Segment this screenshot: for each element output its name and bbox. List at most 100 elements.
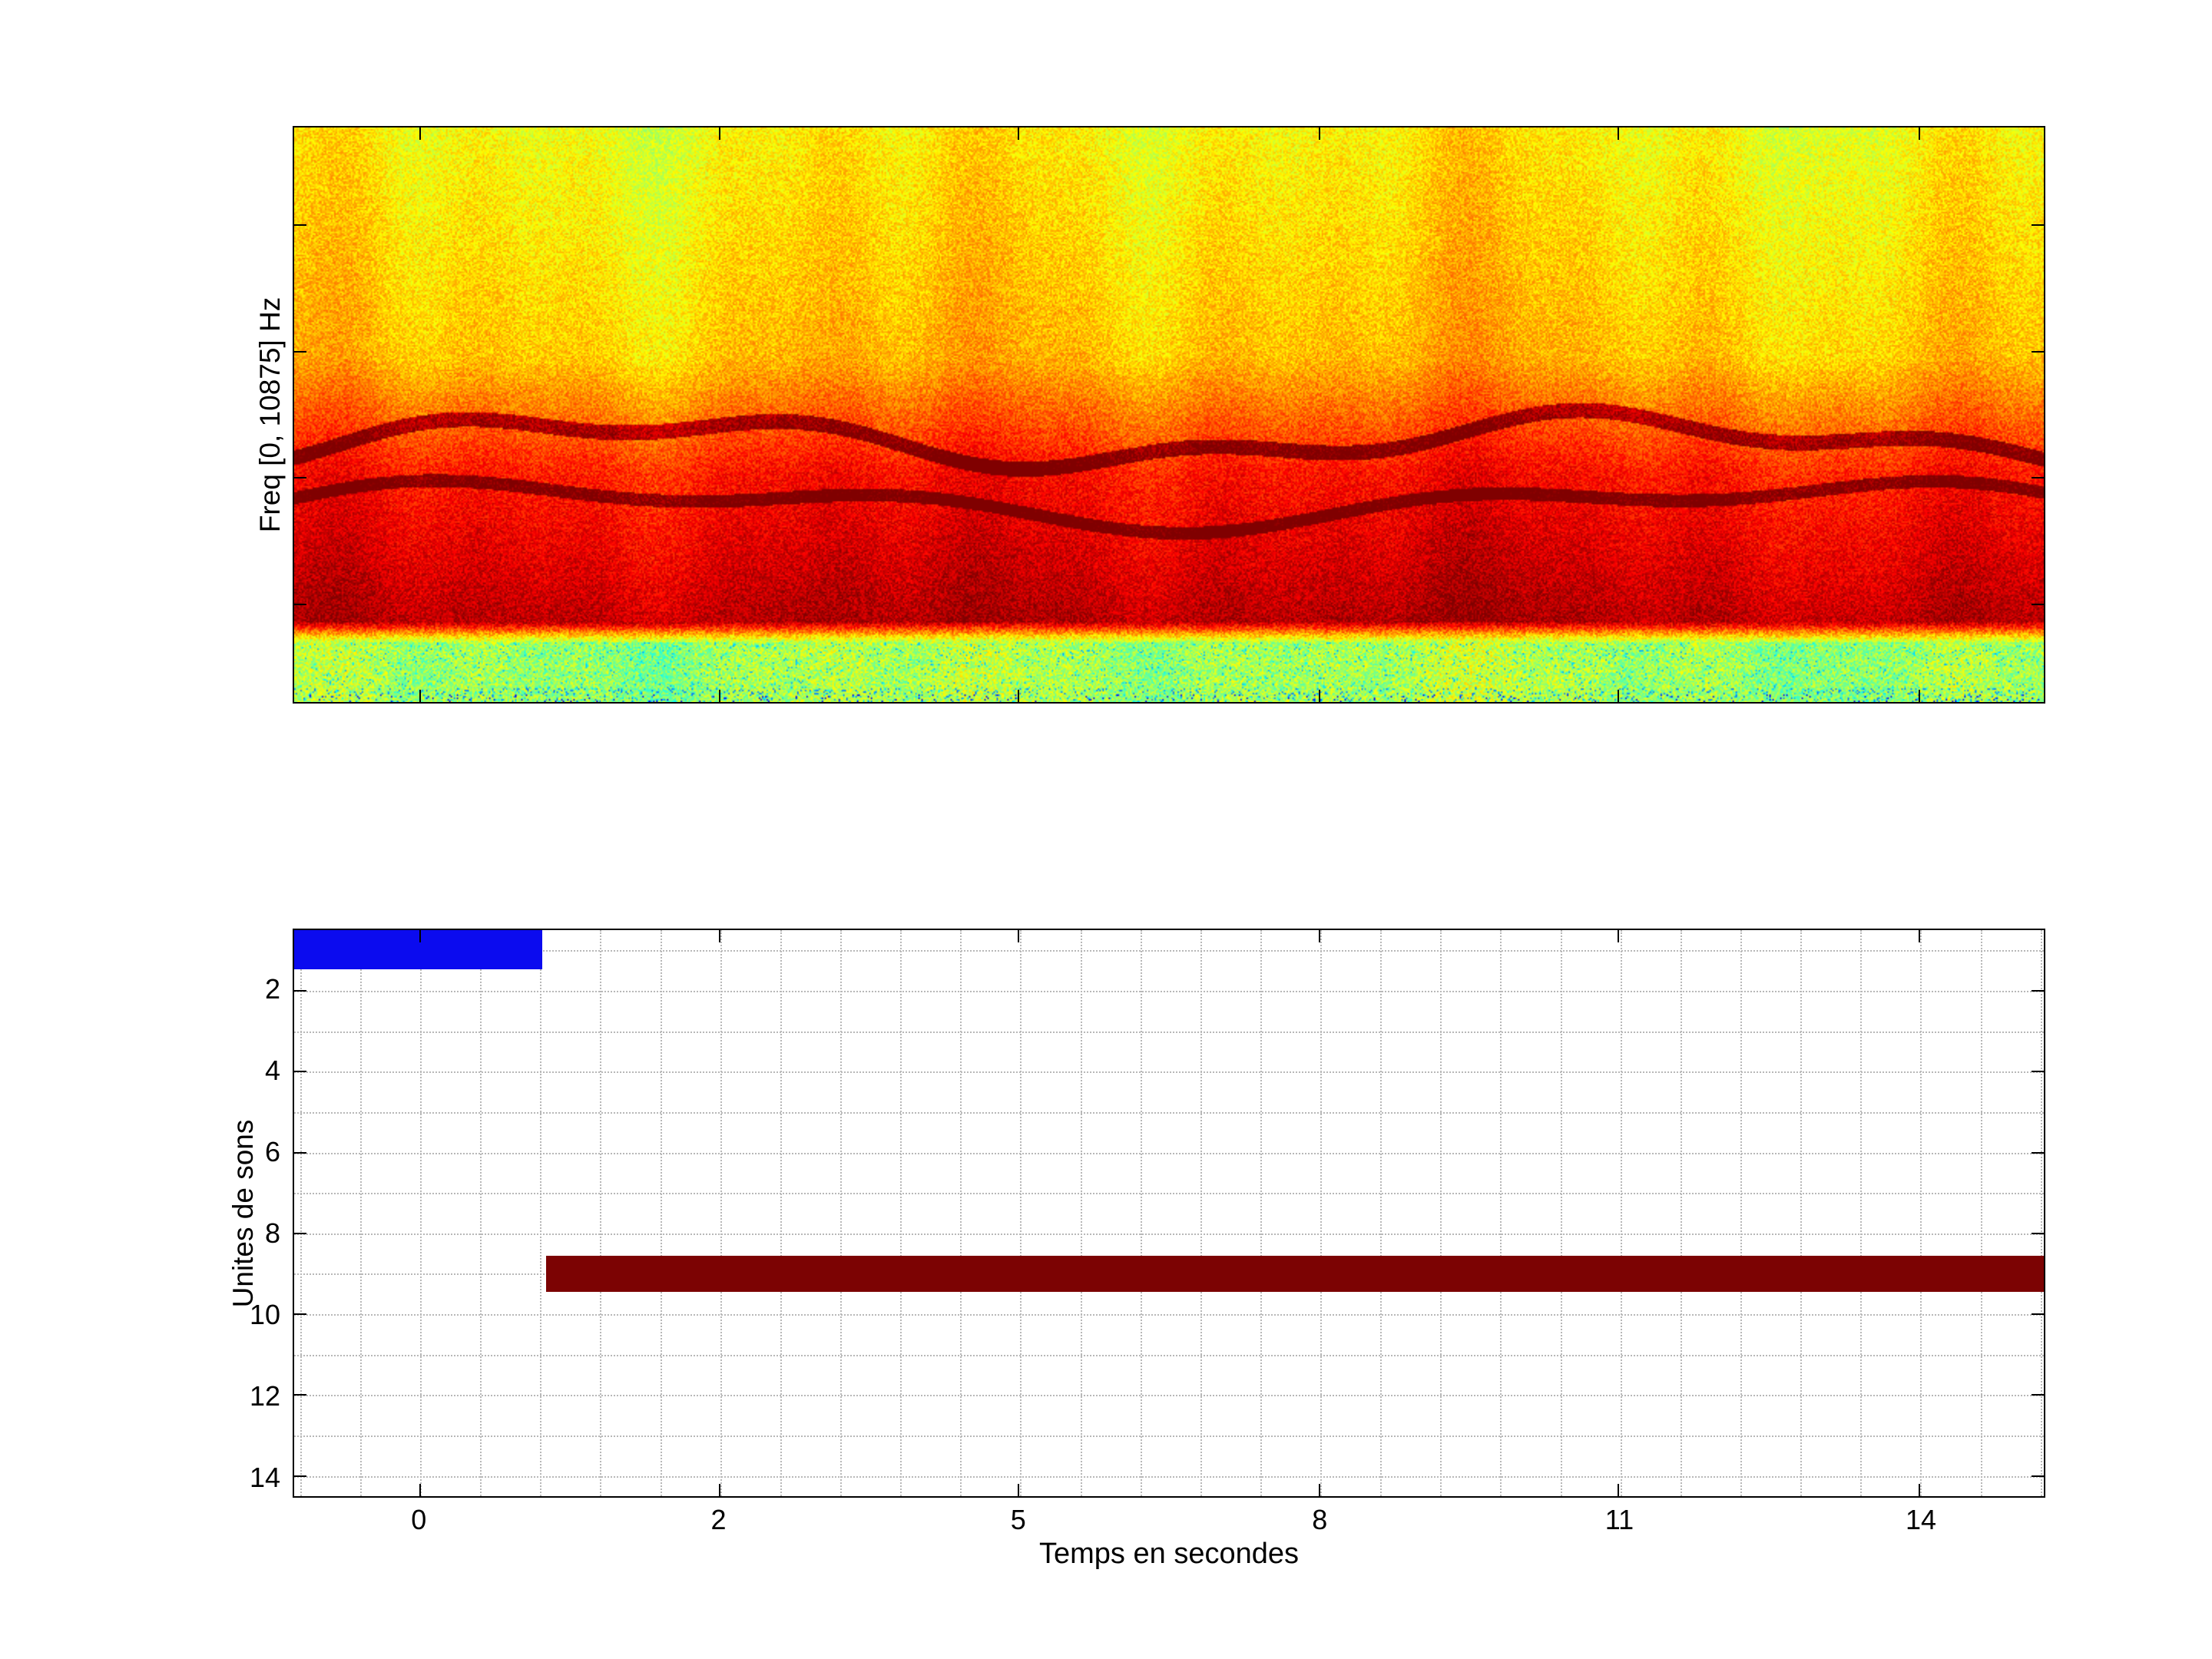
timeline-gridline-horizontal <box>294 1354 2044 1356</box>
spectrogram-x-tick <box>419 127 422 140</box>
timeline-y-tick <box>2032 1475 2044 1477</box>
timeline-gridline-vertical <box>1320 930 1323 1496</box>
timeline-gridline-vertical <box>1620 930 1622 1496</box>
sound-unit-9-segment-bar <box>546 1255 2044 1293</box>
timeline-y-tick-label: 12 <box>249 1379 280 1412</box>
spectrogram-x-tick <box>1919 127 1921 140</box>
timeline-x-tick <box>718 930 720 942</box>
timeline-gridline-horizontal <box>294 1314 2044 1316</box>
timeline-y-tick <box>294 1071 306 1073</box>
timeline-y-tick-label: 14 <box>249 1461 280 1493</box>
timeline-x-tick-label: 14 <box>1905 1504 1936 1535</box>
timeline-x-tick-label: 5 <box>1010 1504 1026 1535</box>
timeline-y-tick-label: 6 <box>264 1136 280 1168</box>
timeline-gridline-vertical <box>1740 930 1742 1496</box>
timeline-y-tick <box>2032 1394 2044 1396</box>
timeline-gridline-vertical <box>1860 930 1863 1496</box>
spectrogram-image <box>294 127 2044 702</box>
timeline-gridline-vertical <box>1800 930 1803 1496</box>
timeline-y-tick-label: 4 <box>264 1055 280 1087</box>
timeline-gridline-vertical <box>839 930 842 1496</box>
timeline-gridline-vertical <box>900 930 902 1496</box>
timeline-gridline-horizontal <box>294 1111 2044 1114</box>
spectrogram-x-tick <box>718 127 720 140</box>
timeline-gridline-horizontal <box>294 1233 2044 1235</box>
spectrogram-y-tick <box>294 603 306 605</box>
timeline-gridline-vertical <box>1440 930 1442 1496</box>
timeline-gridline-horizontal <box>294 990 2044 992</box>
timeline-gridline-horizontal <box>294 1031 2044 1033</box>
timeline-gridline-vertical <box>1020 930 1022 1496</box>
timeline-gridline-horizontal <box>294 1152 2044 1154</box>
timeline-gridline-vertical <box>660 930 662 1496</box>
timeline-gridline-vertical <box>1260 930 1262 1496</box>
timeline-x-tick <box>718 1484 720 1496</box>
timeline-x-tick <box>1318 1484 1320 1496</box>
timeline-y-tick <box>294 1394 306 1396</box>
timeline-gridline-vertical <box>1140 930 1142 1496</box>
timeline-gridline-vertical <box>960 930 962 1496</box>
timeline-gridline-vertical <box>720 930 722 1496</box>
timeline-x-tick-label: 11 <box>1604 1504 1634 1535</box>
timeline-gridline-vertical <box>1200 930 1202 1496</box>
timeline-x-tick <box>1318 930 1320 942</box>
timeline-gridline-horizontal <box>294 950 2044 952</box>
timeline-gridline-vertical <box>1680 930 1682 1496</box>
timeline-x-tick <box>1919 930 1921 942</box>
spectrogram-y-tick <box>2032 350 2044 353</box>
spectrogram-x-tick <box>1318 690 1320 702</box>
timeline-x-tick-label: 2 <box>710 1504 727 1535</box>
timeline-y-tick <box>294 1151 306 1154</box>
spectrogram-x-tick <box>419 690 422 702</box>
timeline-gridline-vertical <box>1560 930 1562 1496</box>
timeline-y-tick-label: 8 <box>264 1217 280 1249</box>
spectrogram-x-tick <box>1919 690 1921 702</box>
timeline-xlabel: Temps en secondes <box>1039 1538 1299 1570</box>
timeline-y-tick-label: 2 <box>264 973 280 1005</box>
timeline-gridline-vertical <box>300 930 302 1496</box>
timeline-gridline-vertical <box>420 930 422 1496</box>
spectrogram-ylabel: Freq [0, 10875] Hz <box>254 296 286 533</box>
sound-unit-1-segment-bar <box>294 930 543 970</box>
timeline-gridline-vertical <box>359 930 362 1496</box>
timeline-gridline-vertical <box>1380 930 1382 1496</box>
spectrogram-y-tick <box>294 350 306 353</box>
timeline-gridline-vertical <box>1920 930 1922 1496</box>
timeline-y-tick <box>2032 1071 2044 1073</box>
timeline-y-tick-label: 10 <box>249 1298 280 1330</box>
timeline-x-tick <box>1618 1484 1620 1496</box>
timeline-x-tick <box>1919 1484 1921 1496</box>
spectrogram-x-tick <box>1618 690 1620 702</box>
timeline-y-tick <box>294 1232 306 1234</box>
timeline-gridline-vertical <box>540 930 542 1496</box>
timeline-gridline-horizontal <box>294 1395 2044 1397</box>
timeline-axes <box>293 929 2045 1498</box>
timeline-x-tick <box>1618 930 1620 942</box>
spectrogram-axes <box>293 126 2045 704</box>
spectrogram-x-tick <box>1318 127 1320 140</box>
timeline-x-tick-label: 8 <box>1312 1504 1328 1535</box>
timeline-gridline-horizontal <box>294 1071 2044 1074</box>
timeline-y-tick <box>294 989 306 992</box>
timeline-y-tick <box>294 1313 306 1316</box>
spectrogram-y-tick <box>294 224 306 227</box>
timeline-x-tick <box>1018 1484 1020 1496</box>
timeline-gridline-vertical <box>1500 930 1502 1496</box>
timeline-gridline-vertical <box>1980 930 1982 1496</box>
timeline-y-tick <box>2032 1151 2044 1154</box>
timeline-gridline-vertical <box>1080 930 1082 1496</box>
timeline-y-tick <box>2032 1232 2044 1234</box>
spectrogram-y-tick <box>2032 224 2044 227</box>
timeline-y-tick <box>2032 989 2044 992</box>
timeline-x-tick <box>419 930 422 942</box>
spectrogram-y-tick <box>2032 477 2044 479</box>
spectrogram-x-tick <box>718 690 720 702</box>
timeline-x-tick <box>1018 930 1020 942</box>
spectrogram-x-tick <box>1018 690 1020 702</box>
timeline-y-tick <box>2032 1313 2044 1316</box>
timeline-x-tick <box>419 1484 422 1496</box>
timeline-x-tick-label: 0 <box>411 1504 427 1535</box>
spectrogram-y-tick <box>294 477 306 479</box>
timeline-gridline-vertical <box>2040 930 2042 1496</box>
spectrogram-x-tick <box>1018 127 1020 140</box>
